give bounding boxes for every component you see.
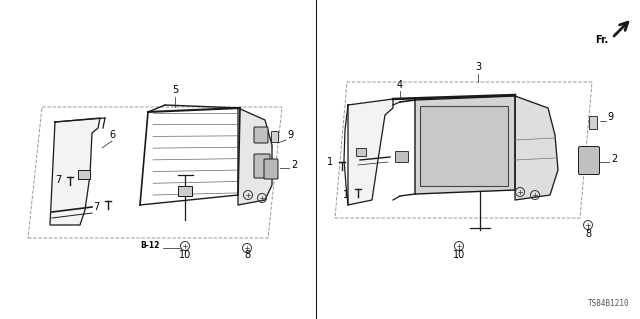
Bar (420, 106, 508, 186)
Bar (356, 148, 366, 156)
FancyBboxPatch shape (579, 146, 600, 174)
FancyBboxPatch shape (254, 154, 270, 178)
FancyBboxPatch shape (254, 127, 268, 143)
Polygon shape (238, 108, 272, 205)
FancyBboxPatch shape (264, 159, 278, 179)
Text: 9: 9 (287, 130, 293, 140)
Text: 4: 4 (397, 80, 403, 90)
Text: Fr.: Fr. (595, 35, 608, 45)
Text: 10: 10 (453, 250, 465, 260)
Text: 1: 1 (343, 190, 349, 200)
Text: 3: 3 (475, 62, 481, 72)
FancyBboxPatch shape (271, 131, 278, 143)
Text: 7: 7 (93, 202, 99, 212)
Polygon shape (415, 96, 515, 194)
FancyBboxPatch shape (589, 116, 598, 130)
Text: B-12: B-12 (141, 241, 160, 250)
Polygon shape (50, 118, 100, 225)
Text: 2: 2 (291, 160, 297, 170)
Text: TS84B1210: TS84B1210 (588, 299, 630, 308)
FancyBboxPatch shape (396, 152, 408, 162)
Text: 9: 9 (607, 112, 613, 122)
Text: 2: 2 (611, 154, 617, 164)
Polygon shape (515, 96, 558, 200)
Text: 1: 1 (327, 157, 333, 167)
Text: 10: 10 (179, 250, 191, 260)
Text: 5: 5 (172, 85, 178, 95)
Text: 8: 8 (585, 229, 591, 239)
Text: 6: 6 (109, 130, 115, 140)
Polygon shape (348, 99, 393, 205)
Bar (78, 170, 90, 179)
Bar (178, 186, 192, 196)
Text: 8: 8 (244, 250, 250, 260)
Text: 7: 7 (55, 175, 61, 185)
